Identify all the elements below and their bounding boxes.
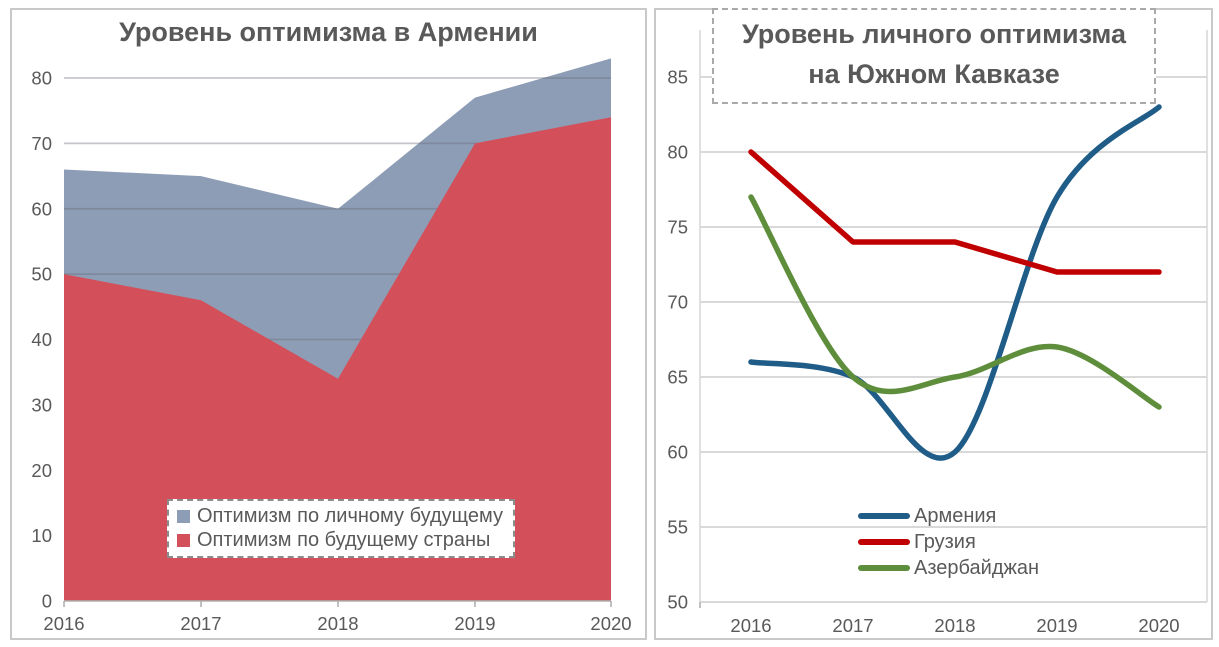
y-tick-label: 60: [667, 442, 688, 463]
x-tick-label: 2018: [317, 613, 358, 634]
left-chart-panel: 0 10 20 30 40 50 60 70 80 2016 2017 2018 2019 2020 Ур…: [10, 8, 647, 640]
legend-label: Грузия: [914, 530, 976, 553]
area-series-country: [64, 117, 611, 601]
y-tick-label: 80: [667, 142, 688, 163]
legend-swatch-country-optimism: [177, 533, 190, 547]
legend-swatch-armenia: [858, 513, 910, 519]
y-tick-label: 80: [31, 68, 52, 89]
x-tick-label: 2017: [180, 613, 221, 634]
left-chart-legend: Оптимизм по личному будущему Оптимизм по…: [167, 499, 515, 558]
right-chart-title-line1: Уровень личного оптимизма: [741, 19, 1127, 49]
legend-swatch-georgia: [858, 539, 910, 545]
right-chart-title: Уровень личного оптимизма на Южном Кавка…: [712, 8, 1156, 104]
line-series-0: [748, 104, 1162, 461]
right-chart-legend: Армения Грузия Азербайджан: [858, 503, 1039, 581]
y-tick-label: 50: [31, 264, 52, 285]
legend-label: Армения: [914, 504, 997, 527]
y-tick-label: 30: [31, 394, 52, 415]
y-tick-label: 75: [667, 217, 688, 238]
y-tick-label: 10: [31, 525, 52, 546]
right-chart-title-line2: на Южном Кавказе: [808, 59, 1060, 89]
legend-item: Армения: [858, 503, 1039, 529]
line-series-1: [748, 149, 1162, 275]
legend-item: Оптимизм по будущему страны: [177, 528, 503, 552]
legend-item: Оптимизм по личному будущему: [177, 504, 503, 528]
legend-swatch-personal-optimism: [177, 509, 190, 523]
x-tick-label: 2019: [454, 613, 495, 634]
right-chart-panel: 50 55 60 65 70 75 80 85 2016 2017 2018 2019 2020 Уро…: [654, 8, 1213, 640]
x-tick-label: 2019: [1036, 615, 1077, 636]
x-tick-label: 2016: [43, 613, 84, 634]
legend-label: Оптимизм по личному будущему: [197, 504, 503, 527]
legend-item: Грузия: [858, 529, 1039, 555]
line-chart-canvas: 50 55 60 65 70 75 80 85 2016 2017 2018 2019 2020: [667, 30, 1208, 636]
y-tick-label: 0: [42, 591, 52, 612]
y-tick-label: 60: [31, 198, 52, 219]
y-tick-label: 50: [667, 592, 688, 613]
y-tick-label: 85: [667, 67, 688, 88]
legend-label: Оптимизм по будущему страны: [197, 528, 491, 551]
legend-label: Азербайджан: [914, 556, 1040, 579]
x-tick-label: 2018: [934, 615, 975, 636]
area-chart-canvas: 0 10 20 30 40 50 60 70 80 2016 2017 2018 2019 2020: [31, 58, 632, 634]
y-tick-label: 40: [31, 329, 52, 350]
y-tick-label: 20: [31, 460, 52, 481]
left-chart-area: 0 10 20 30 40 50 60 70 80 2016 2017 2018 2019 2020 Ур…: [12, 10, 645, 638]
legend-swatch-azerbaijan: [858, 565, 910, 571]
x-tick-label: 2017: [832, 615, 873, 636]
x-tick-label: 2016: [730, 615, 771, 636]
line-series-2: [748, 194, 1162, 410]
y-tick-label: 55: [667, 517, 688, 538]
left-chart-title: Уровень оптимизма в Армении: [119, 17, 538, 47]
y-tick-label: 65: [667, 367, 688, 388]
y-tick-label: 70: [667, 292, 688, 313]
legend-item: Азербайджан: [858, 555, 1039, 581]
x-tick-label: 2020: [1138, 615, 1179, 636]
y-tick-label: 70: [31, 133, 52, 154]
x-tick-label: 2020: [590, 613, 631, 634]
right-chart-area: 50 55 60 65 70 75 80 85 2016 2017 2018 2019 2020 Уро…: [656, 8, 1211, 638]
